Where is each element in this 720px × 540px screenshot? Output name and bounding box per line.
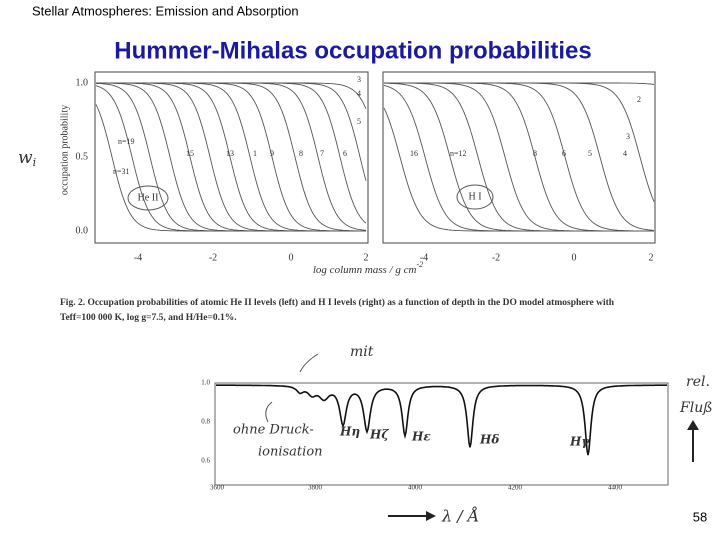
level-label: 15: [186, 149, 194, 158]
curve: [384, 82, 655, 85]
x-tick-label: 2: [649, 252, 654, 263]
line-label: Hη: [339, 425, 360, 439]
spectrum: [216, 384, 667, 456]
x-tick-label: 4000: [408, 484, 423, 492]
curve: [384, 82, 654, 232]
level-label: 1: [253, 149, 257, 158]
level-label: 3: [626, 132, 630, 141]
arrow: [299, 353, 319, 373]
level-label: 8: [533, 149, 537, 158]
level-label: n=19: [118, 137, 135, 146]
arrowhead: [426, 511, 436, 521]
x-label: log column mass / g cm-2: [313, 260, 423, 276]
x-tick-label: 4400: [608, 484, 623, 492]
top-figure: occupation probability log column mass /…: [59, 71, 656, 323]
subscript: i: [33, 156, 37, 169]
line-label: Hζ: [369, 428, 389, 442]
y-tick-label: 1.0: [76, 77, 89, 88]
level-label: 5: [357, 117, 361, 126]
note-without: ionisation: [258, 445, 323, 460]
x-tick-label: 0: [289, 252, 294, 263]
level-label: 13: [226, 149, 234, 158]
left-panel-label: He II: [138, 192, 159, 203]
caption-line: Fig. 2. Occupation probabilities of atom…: [60, 297, 615, 308]
x-label-text: log column mass / g cm: [313, 264, 417, 276]
x-tick-label: 3800: [308, 484, 323, 492]
line-label: Hδ: [479, 433, 499, 447]
curve: [384, 82, 654, 232]
right-panel-label: H I: [468, 191, 481, 202]
line-label: Hγ: [569, 435, 590, 449]
level-label: 4: [623, 149, 627, 158]
y-tick-label: 0.8: [201, 418, 210, 426]
x-tick-label: 2: [364, 252, 369, 263]
line-label: Hε: [411, 430, 431, 444]
arrowhead: [687, 420, 699, 430]
side-symbol: wi: [18, 148, 36, 170]
level-label: 8: [299, 149, 303, 158]
curve: [96, 82, 367, 181]
spectrum-frame: [214, 382, 669, 486]
x-tick-label: 0: [572, 252, 577, 263]
level-label: 16: [410, 149, 418, 158]
curve: [384, 82, 654, 232]
x-tick-label: 4200: [508, 484, 523, 492]
x-tick-label: -2: [492, 252, 500, 263]
right-frame: [382, 71, 656, 244]
level-label: 3: [357, 75, 361, 84]
level-label: n=12: [450, 149, 467, 158]
y-label: occupation probability: [59, 105, 70, 195]
level-label: 5: [588, 149, 592, 158]
curve: [384, 82, 655, 202]
course-header: Stellar Atmospheres: Emission and Absorp…: [32, 3, 299, 18]
curve: [383, 107, 654, 232]
page-number: 58: [693, 509, 707, 524]
level-label: 4: [357, 89, 361, 98]
note-with: mit: [350, 344, 374, 360]
curve: [384, 82, 654, 232]
bottom-figure: mit ohne Druck- ionisation rel. Fluß λ /…: [214, 344, 713, 526]
level-label: 6: [562, 149, 566, 158]
x-tick-label: -4: [134, 252, 142, 263]
x-tick-label: -2: [209, 252, 217, 263]
curve: [96, 82, 367, 109]
caption-line: Teff=100 000 K, log g=7.5, and H/He=0.1%…: [60, 313, 237, 323]
x-tick-label: 3600: [210, 484, 225, 492]
level-label: 9: [270, 149, 274, 158]
level-label: 6: [343, 149, 347, 158]
curve: [384, 82, 654, 232]
panel-circle: [456, 184, 494, 210]
note-without: ohne Druck-: [233, 423, 314, 438]
y-tick-label: 0.0: [76, 225, 89, 236]
arrow: [265, 401, 273, 423]
level-label: 7: [320, 149, 324, 158]
level-label: 2: [637, 95, 641, 104]
flux-label: rel.: [686, 374, 710, 390]
x-label-exp: -2: [416, 260, 423, 269]
x-tick-label: -4: [420, 252, 428, 263]
wavelength-label: λ / Å: [441, 506, 479, 526]
level-label: n=31: [113, 167, 130, 176]
symbol: w: [18, 148, 33, 168]
curve: [95, 104, 366, 232]
left-frame: [94, 71, 369, 244]
y-tick-label: 0.6: [201, 457, 210, 465]
slide-title: Hummer-Mihalas occupation probabilities: [114, 37, 591, 64]
flux-label: Fluß: [679, 400, 713, 416]
y-tick-label: 1.0: [201, 379, 210, 387]
y-tick-label: 0.5: [76, 151, 89, 162]
